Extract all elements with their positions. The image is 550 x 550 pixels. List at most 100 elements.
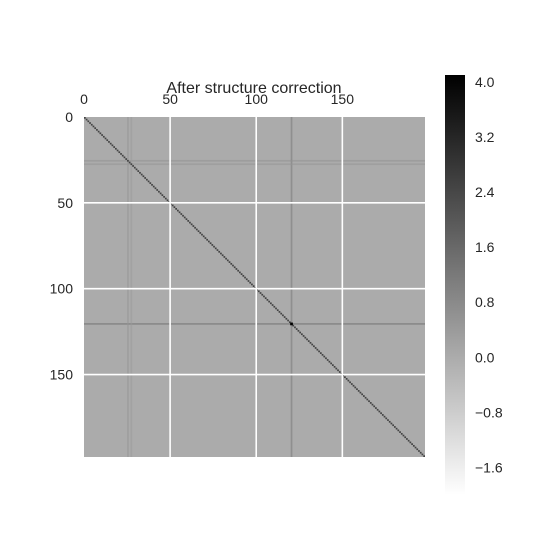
heatmap-cell-diagonal [218,250,221,253]
heatmap-cell-diagonal [390,422,393,425]
heatmap-cell-diagonal [158,190,160,193]
heatmap-cell-diagonal [89,122,91,124]
heatmap-cell-diagonal [359,391,362,394]
heatmap-cell-diagonal [252,285,255,287]
heatmap-cell-diagonal [369,402,372,404]
heatmap-cell-diagonal [156,189,159,191]
heatmap-cell-diagonal [271,304,274,306]
heatmap-cell-diagonal [416,448,419,451]
heatmap-cell-diagonal [376,408,379,411]
x-tick-label: 50 [162,91,178,107]
heatmap-cell-diagonal [421,453,424,456]
heatmap-cell-diagonal [239,271,241,274]
heatmap-cell-diagonal [223,256,226,258]
heatmap-cell-diagonal [128,161,131,164]
heatmap-cell-diagonal [418,450,420,452]
heatmap-cell-diagonal [311,343,314,346]
heatmap-cell-diagonal [149,182,152,184]
colorbar-tick-label: 0.0 [475,349,495,365]
heatmap-cell-diagonal [194,226,196,229]
heatmap-cell-diagonal [275,307,277,310]
colorbar-tick-label: 2.4 [475,184,495,200]
heatmap-cell-diagonal [411,443,413,445]
heatmap-cell-diagonal [232,264,234,267]
heatmap-cell-diagonal [306,338,308,341]
heatmap-cell-diagonal [133,166,136,169]
heatmap-band [127,117,129,457]
heatmap-cell-diagonal [342,374,345,377]
heatmap-cell-diagonal [214,247,217,250]
heatmap-cell-diagonal [259,292,262,294]
x-axis-ticks: 0 50 100 150 [80,91,354,107]
colorbar-tick-label: 3.2 [475,129,495,145]
heatmap-cell-diagonal [323,355,326,358]
heatmap-cell-diagonal [333,365,336,368]
heatmap-cell-diagonal [319,352,322,354]
heatmap-cell-diagonal [109,142,112,145]
colorbar-tick-label: −0.8 [475,404,503,420]
heatmap-cell-diagonal [285,317,288,320]
heatmap-cell-diagonal [338,371,341,373]
heatmap-cell-diagonal [412,444,415,447]
heatmap-cell-diagonal [363,395,365,397]
heatmap-band [84,159,425,162]
heatmap-cell-diagonal [220,252,222,255]
heatmap-cell-diagonal [173,206,176,209]
heatmap-cell-diagonal [352,384,355,387]
heatmap-band [84,163,425,166]
heatmap-cell-diagonal [354,386,357,389]
heatmap-cell-diagonal [278,311,281,313]
heatmap-cell-diagonal [257,290,260,293]
heatmap-cell-diagonal [190,223,193,226]
heatmap-cell-diagonal [325,357,327,360]
heatmap-cell-diagonal [283,316,286,318]
heatmap-cell-diagonal [261,293,264,296]
heatmap-cell-diagonal [375,407,377,409]
heatmap-cell-diagonal [159,192,162,195]
heatmap-cell-diagonal [197,230,200,233]
heatmap-cell-diagonal [137,170,140,172]
heatmap-cell-diagonal [256,288,258,291]
heatmap-cell-diagonal [216,249,219,251]
heatmap-cell-diagonal [142,175,145,178]
heatmap-cell-diagonal [171,204,174,207]
heatmap-cell-diagonal [287,319,289,322]
heatmap-cell-diagonal [242,274,245,277]
heatmap-cell-diagonal [381,414,384,416]
colorbar-tick-label: −1.6 [475,459,503,475]
heatmap-cell-diagonal [189,221,191,224]
chart-title: After structure correction [166,80,341,97]
y-axis-ticks: 0 50 100 150 [50,109,74,383]
heatmap-cell-diagonal [168,201,171,203]
heatmap-cell-diagonal [113,146,115,148]
heatmap-cell-diagonal [170,202,172,205]
heatmap-cell-diagonal [288,321,291,324]
heatmap-cell-diagonal [135,168,138,171]
heatmap-cell-diagonal [96,129,98,131]
colorbar-tick-label: 1.6 [475,239,495,255]
heatmap-cell-diagonal [304,336,307,339]
heatmap-cell-diagonal [302,335,305,337]
heatmap-cell-diagonal [387,419,389,421]
heatmap-cell-diagonal [195,228,198,231]
heatmap-cell-diagonal [249,281,252,284]
heatmap-cell-diagonal [294,326,296,329]
heatmap-cell-diagonal [225,257,227,260]
heatmap-cell-diagonal [125,158,128,160]
heatmap-cell-diagonal [154,187,157,190]
heatmap-cell-highlight [290,322,293,326]
heatmap-cell-diagonal [206,238,208,241]
heatmap-cell-diagonal [180,213,183,215]
heatmap-cell-diagonal [237,269,239,272]
heatmap-cell-diagonal [208,240,210,243]
heatmap-cell-diagonal [202,235,205,238]
heatmap-cell-diagonal [414,446,417,449]
heatmap-cell-diagonal [92,125,95,128]
heatmap-cell-diagonal [221,254,224,257]
heatmap-cell-diagonal [120,153,122,155]
heatmap-cell-diagonal [366,398,369,401]
heatmap-cell-diagonal [378,410,381,413]
heatmap-band [290,117,293,457]
heatmap-cell-diagonal [140,173,143,176]
